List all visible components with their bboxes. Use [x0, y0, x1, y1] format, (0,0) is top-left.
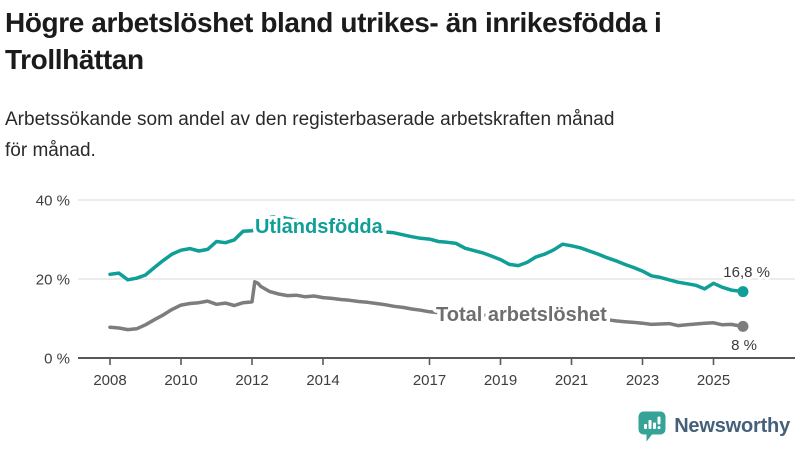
x-tick-label: 2012: [235, 372, 268, 389]
gridlines: [78, 199, 795, 280]
end-value-label-total: 8 %: [731, 337, 757, 354]
newsworthy-logo-text: Newsworthy: [674, 414, 790, 437]
y-tick-label: 0 %: [44, 351, 70, 368]
end-value-label-utlandsfodda: 16,8 %: [723, 264, 770, 281]
line-chart: 0 % 20 % 40 % 2008 2010 2012 2014 2017 2019 2021 2…: [36, 193, 795, 390]
newsworthy-logo-icon: [638, 411, 666, 441]
y-tick-label: 20 %: [36, 272, 70, 289]
series-end-dot-total: [737, 320, 749, 332]
y-tick-label: 40 %: [36, 193, 70, 210]
axis-ticks: 0 % 20 % 40 % 2008 2010 2012 2014 2017 2019 2021 2…: [36, 193, 730, 390]
x-tick-label: 2010: [164, 372, 197, 389]
series-label-utlandsfodda: Utlandsfödda: [255, 216, 384, 238]
chart-title-line2: Trollhättan: [5, 44, 144, 75]
series-line-total: [108, 280, 745, 332]
series-line-utlandsfodda: [108, 214, 745, 294]
x-tick-label: 2008: [93, 372, 126, 389]
series-lines: [108, 214, 745, 332]
logo-bars-icon: [644, 416, 661, 429]
newsworthy-logo: Newsworthy: [638, 406, 790, 446]
x-tick-label: 2025: [697, 372, 730, 389]
series-end-dot-utlandsfodda: [737, 286, 749, 298]
x-tick-label: 2019: [484, 372, 517, 389]
x-tick-label: 2014: [306, 372, 339, 389]
chart-subtitle: Arbetssökande som andel av den registerb…: [5, 104, 797, 166]
series-label-total-arbetsloshet: Total arbetslöshet: [436, 304, 607, 326]
chart-subtitle-line1: Arbetssökande som andel av den registerb…: [5, 109, 615, 130]
chart-title: Högre arbetslöshet bland utrikes- än inr…: [5, 4, 797, 78]
logo-bubble-shape: [638, 411, 666, 441]
x-tick-label: 2021: [555, 372, 588, 389]
x-tick-label: 2017: [413, 372, 446, 389]
series-end-dots: [737, 286, 749, 332]
x-tick-label: 2023: [626, 372, 659, 389]
chart-subtitle-line2: för månad.: [5, 140, 96, 161]
chart-title-line1: Högre arbetslöshet bland utrikes- än inr…: [5, 7, 662, 38]
